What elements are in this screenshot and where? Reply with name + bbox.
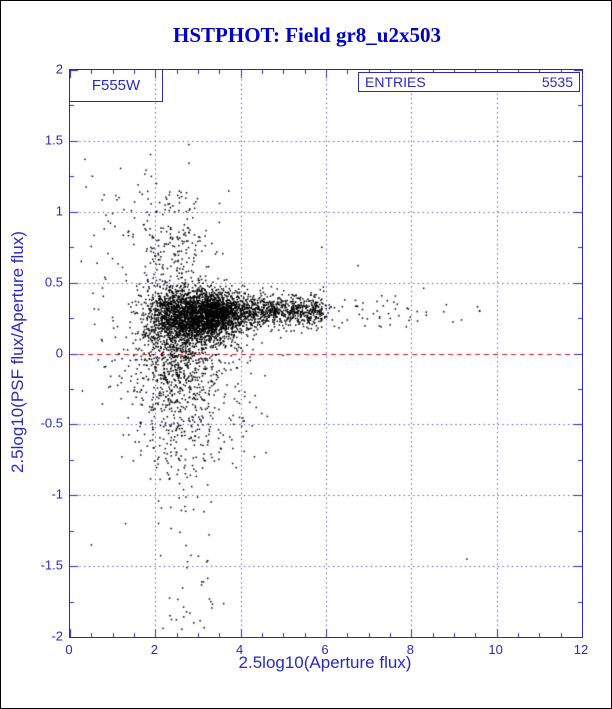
y-tick-label: 1: [55, 203, 63, 219]
y-tick-label: -2: [51, 628, 63, 644]
filter-label: F555W: [91, 77, 141, 94]
y-tick-label: 1.5: [44, 132, 63, 148]
x-tick-label: 12: [573, 642, 589, 657]
y-tick-label: -1.5: [40, 557, 63, 573]
x-tick-label: 2: [150, 642, 158, 657]
plot-title: HSTPHOT: Field gr8_u2x503: [173, 23, 441, 47]
x-tick-label: 8: [406, 642, 414, 657]
y-tick-label: 0: [55, 345, 63, 360]
entries-box: ENTRIES 5535: [358, 72, 580, 92]
y-tick-label: 0.5: [44, 274, 63, 290]
y-tick-label: -1: [51, 486, 63, 502]
x-axis-title: 2.5log10(Aperture flux): [238, 653, 412, 672]
y-tick-label: -0.5: [40, 415, 63, 431]
entries-value: 5535: [541, 74, 573, 90]
y-tick-label: 2: [55, 61, 63, 77]
x-tick-label: 10: [488, 642, 503, 657]
x-tick-label: 0: [65, 642, 73, 657]
scatter-plot-canvas: [70, 70, 582, 637]
filter-box: F555W: [70, 70, 163, 102]
x-tick-label: 4: [236, 642, 244, 657]
plot-area: F555W ENTRIES 5535: [69, 69, 583, 638]
entries-label: ENTRIES: [365, 74, 426, 90]
x-tick-label: 6: [321, 642, 329, 657]
